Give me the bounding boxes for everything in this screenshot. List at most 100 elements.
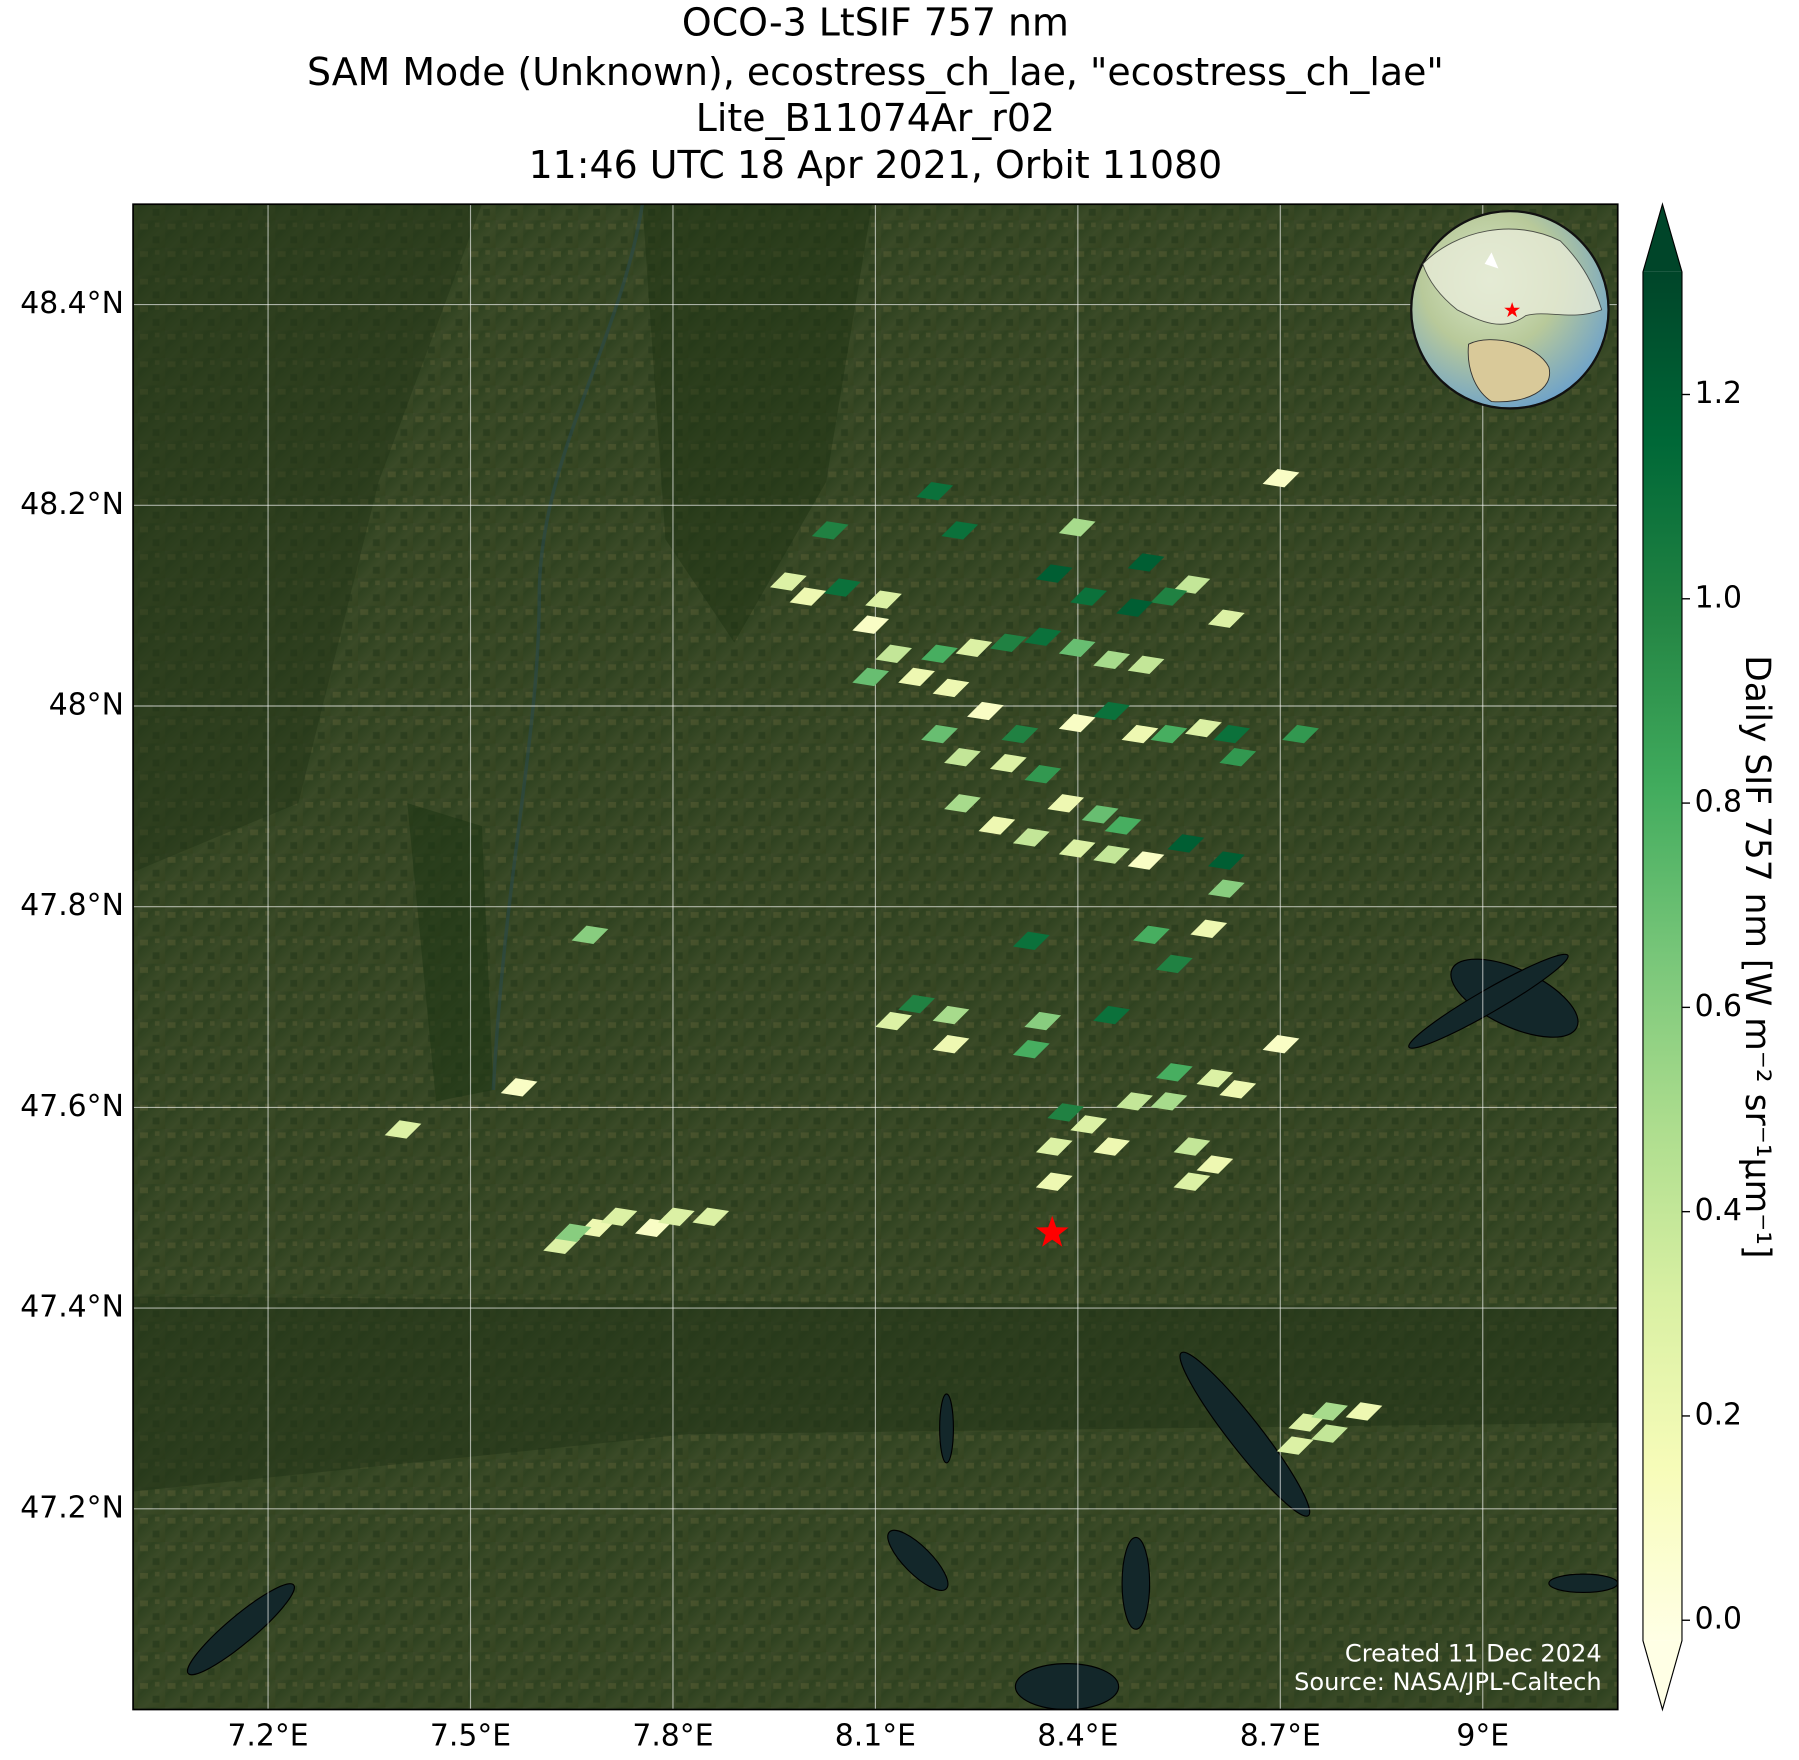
sif-cell [1156, 954, 1193, 974]
sif-cell [898, 667, 935, 687]
sif-cell [1093, 845, 1130, 864]
sif-cell [1345, 1402, 1383, 1421]
sif-cell [1150, 587, 1188, 606]
sif-cell [1024, 1011, 1062, 1031]
colorbar-extend-max [1642, 204, 1682, 272]
title: OCO-3 LtSIF 757 nm [682, 1, 1069, 45]
sif-cell [1207, 851, 1245, 870]
sif-cell [1058, 839, 1096, 858]
sif-cell [944, 747, 981, 767]
sif-cell [692, 1207, 730, 1226]
sif-cell [1173, 1137, 1211, 1156]
y-tick-label: 48°N [49, 687, 124, 722]
sif-cell [921, 724, 958, 744]
sif-cell [1219, 1080, 1257, 1099]
colorbar-extend-min [1642, 1640, 1682, 1710]
sif-cell [554, 1223, 592, 1243]
sif-cell [1276, 1436, 1314, 1455]
sif-cell [932, 678, 970, 698]
sif-cell [1035, 1137, 1073, 1156]
source-note: Source: NASA/JPL-Caltech [1294, 1668, 1602, 1696]
sif-cell [1185, 718, 1222, 738]
sif-cell [1093, 650, 1130, 670]
sif-cell [1150, 1092, 1188, 1111]
colorbar-tick-label: 0.6 [1695, 989, 1742, 1024]
sif-cell [852, 615, 890, 634]
sif-cell [967, 701, 1004, 721]
sif-cell [1196, 1069, 1234, 1088]
sif-cell [1311, 1402, 1348, 1421]
x-tick-label: 7.5°E [430, 1719, 511, 1754]
x-tick-label: 9°E [1456, 1719, 1509, 1754]
sif-cell [875, 1011, 912, 1031]
x-tick-label: 8.1°E [835, 1719, 916, 1754]
sif-cell [1173, 575, 1211, 594]
sif-cell [1070, 587, 1108, 606]
sif-cell [1093, 1005, 1130, 1025]
colorbar-label: Daily SIF 757 nm [W m⁻² sr⁻¹μm⁻¹] [1737, 655, 1777, 1258]
y-tick-label: 48.2°N [20, 487, 124, 522]
sif-cell [600, 1207, 638, 1226]
colorbar-tick-label: 0.4 [1695, 1193, 1742, 1228]
sif-cell [865, 590, 902, 609]
sif-cell [1262, 469, 1300, 488]
colorbar-tick-label: 0.2 [1695, 1397, 1742, 1432]
sif-cell [1093, 701, 1130, 721]
colorbar-tick-label: 0.0 [1695, 1602, 1742, 1637]
sif-cell [1024, 627, 1062, 646]
sif-cell [1035, 1172, 1073, 1191]
subtitle: SAM Mode (Unknown), ecostress_ch_lae, "e… [307, 50, 1444, 94]
sif-cells [384, 469, 1383, 1455]
sif-cell [989, 754, 1027, 773]
sif-cell [1262, 1034, 1300, 1054]
sif-cell [978, 816, 1016, 835]
x-tick-label: 7.2°E [227, 1719, 308, 1754]
created-note: Created 11 Dec 2024 [1345, 1639, 1602, 1667]
colorbar-scale [1642, 271, 1682, 1641]
subtitle: 11:46 UTC 18 Apr 2021, Orbit 11080 [529, 143, 1223, 187]
sif-cell [1035, 564, 1073, 583]
sif-cell [571, 925, 609, 944]
sif-cell [789, 587, 827, 606]
sif-cell [1150, 724, 1188, 744]
sif-cell [932, 1034, 970, 1054]
x-tick-label: 8.4°E [1037, 1719, 1118, 1754]
sif-cell [941, 521, 979, 540]
sif-cell [1058, 713, 1096, 733]
sif-cell [1282, 724, 1319, 744]
sif-cell [1121, 724, 1159, 744]
sif-cell [1047, 1103, 1085, 1122]
sif-cell [1058, 638, 1096, 657]
sif-cell [823, 578, 861, 597]
sif-cell [852, 667, 890, 687]
sif-cell [1001, 724, 1039, 744]
colorbar-outline [1642, 202, 1683, 1712]
sif-cell [1012, 1040, 1050, 1059]
sif-cell [955, 638, 993, 657]
axes: 7.2°E 7.5°E 7.8°E 8.1°E 8.4°E 8.7°E 9°E 47.2°N 4… [20, 286, 1509, 1753]
sif-cell [1116, 1092, 1153, 1111]
globe-inset [1410, 209, 1610, 410]
sif-cell [1116, 598, 1153, 617]
sif-cell [769, 572, 807, 591]
colorbar-tick-label: 0.8 [1695, 785, 1742, 820]
colorbar: 0.0 0.2 0.4 0.6 0.8 1.0 1.2 [1642, 202, 1742, 1712]
sif-cell [1173, 1172, 1211, 1191]
y-tick-label: 47.8°N [20, 888, 124, 923]
sif-cell [1081, 805, 1119, 824]
sif-cell [1207, 879, 1245, 898]
sif-cell [921, 644, 958, 663]
sif-cell [1047, 794, 1085, 813]
sif-cell [1207, 609, 1245, 628]
y-tick-label: 47.4°N [20, 1290, 124, 1325]
sif-cell [1012, 931, 1050, 950]
sif-cell [1190, 919, 1228, 938]
sif-cell [989, 633, 1027, 652]
sif-cell [875, 644, 912, 663]
y-tick-label: 47.2°N [20, 1490, 124, 1525]
sif-cell [1070, 1115, 1108, 1134]
y-tick-label: 48.4°N [20, 286, 124, 321]
sif-cell [1104, 816, 1142, 835]
